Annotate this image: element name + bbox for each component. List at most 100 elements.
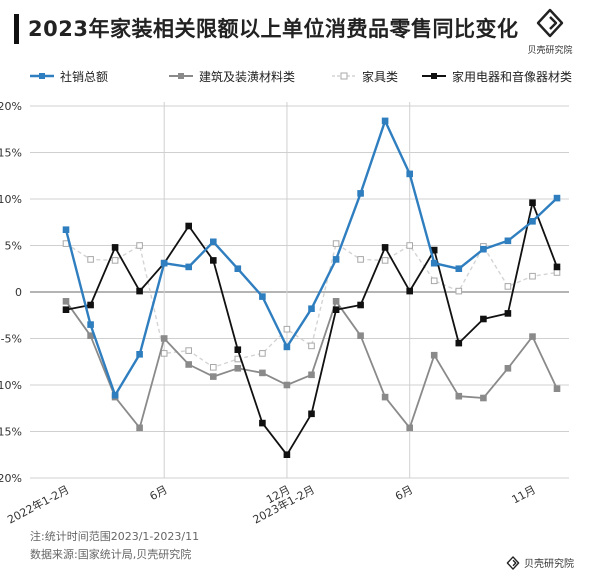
data-point-0-14: [406, 170, 413, 178]
data-point-3-17: [480, 315, 487, 323]
data-point-3-3: [136, 287, 143, 295]
y-tick-label-8: -20%: [0, 472, 22, 485]
data-point-1-18: [504, 365, 512, 372]
data-point-3-12: [357, 301, 364, 309]
data-point-3-18: [504, 310, 512, 317]
data-point-0-6: [210, 238, 217, 246]
data-point-2-6: [210, 364, 217, 371]
data-point-0-9: [283, 343, 291, 351]
data-point-2-10: [308, 342, 315, 350]
legend-swatch-1: [169, 73, 193, 79]
y-tick-label-3: 5%: [5, 240, 22, 253]
legend-item-2: 家具类: [332, 66, 398, 86]
data-point-2-18: [504, 283, 512, 290]
data-point-3-10: [308, 410, 315, 418]
data-point-1-4: [160, 335, 168, 342]
y-tick-label-6: -10%: [0, 379, 22, 392]
legend-label-3: 家用电器和音像器材类: [452, 69, 573, 84]
data-point-1-9: [283, 381, 291, 389]
data-point-0-4: [160, 259, 168, 267]
data-point-0-18: [504, 237, 512, 245]
data-point-1-7: [234, 365, 242, 372]
data-point-1-0: [62, 298, 70, 305]
data-point-0-11: [332, 256, 340, 263]
data-point-2-8: [259, 350, 266, 357]
shell-logo-small-icon: [506, 555, 520, 570]
legend-label-0: 社销总额: [60, 69, 109, 84]
data-point-0-2: [111, 391, 119, 399]
data-point-1-8: [259, 369, 266, 377]
data-point-1-6: [210, 373, 217, 380]
data-point-2-3: [136, 242, 143, 249]
series-0: [62, 117, 561, 399]
data-point-2-4: [160, 350, 168, 357]
data-point-3-7: [234, 346, 242, 353]
legend-swatch-0: [30, 73, 54, 79]
x-tick-label-5: 11月: [510, 483, 538, 506]
data-point-3-8: [259, 419, 266, 427]
x-tick-label-1: 6月: [148, 483, 170, 503]
data-point-2-13: [381, 257, 389, 264]
data-point-0-16: [455, 265, 463, 272]
data-point-1-19: [529, 333, 536, 340]
data-point-2-11: [332, 240, 340, 247]
data-point-2-12: [357, 256, 364, 263]
data-point-2-9: [283, 325, 291, 333]
note-source: 数据来源:国家统计局,贝壳研究院: [30, 548, 192, 561]
data-point-1-11: [332, 298, 340, 305]
data-point-1-10: [308, 371, 315, 379]
x-tick-label-4: 6月: [393, 483, 415, 503]
y-tick-label-7: -15%: [0, 426, 22, 439]
data-point-1-3: [136, 424, 143, 432]
x-tick-label-0: 2022年1-2月: [5, 482, 72, 526]
data-point-1-16: [455, 392, 463, 400]
data-point-3-19: [529, 199, 536, 206]
data-point-3-13: [381, 244, 389, 251]
data-point-0-7: [234, 265, 242, 272]
data-point-0-0: [62, 226, 70, 233]
note-scope: 注:统计时间范围2023/1-2023/11: [30, 530, 200, 543]
data-point-3-14: [406, 287, 413, 295]
brand-logo-text: 贝壳研究院: [527, 46, 573, 56]
data-point-1-17: [480, 394, 487, 402]
data-point-3-9: [283, 451, 291, 458]
data-point-3-0: [62, 306, 70, 313]
data-point-0-15: [430, 259, 438, 267]
y-tick-label-4: 0: [15, 286, 22, 299]
data-point-1-15: [430, 351, 438, 359]
data-point-0-17: [480, 245, 487, 253]
data-point-0-12: [357, 190, 364, 197]
data-point-2-20: [553, 269, 561, 276]
data-point-3-5: [185, 222, 192, 230]
data-point-3-16: [455, 339, 463, 347]
data-point-3-1: [87, 301, 94, 309]
data-point-2-14: [406, 242, 413, 249]
brand-logo-bottom-text: 贝壳研究院: [524, 559, 574, 570]
data-point-1-13: [381, 393, 389, 401]
data-point-1-14: [406, 424, 413, 432]
legend-item-1: 建筑及装潢材料类: [169, 66, 295, 86]
data-point-0-3: [136, 351, 143, 358]
title-accent-bar: [14, 14, 19, 44]
brand-logo-bottom: 贝壳研究院: [506, 555, 574, 570]
data-point-0-20: [553, 194, 561, 202]
data-point-3-20: [553, 263, 561, 271]
data-point-0-13: [381, 117, 389, 125]
y-tick-label-2: 10%: [0, 193, 22, 206]
data-point-3-6: [210, 257, 217, 264]
chart-legend: 社销总额 建筑及装潢材料类 家具类 家用电器和音像器材类: [14, 66, 594, 86]
legend-label-2: 家具类: [362, 69, 399, 84]
shell-logo-icon: [536, 8, 564, 38]
y-tick-label-0: 20%: [0, 100, 22, 113]
data-point-0-8: [259, 293, 266, 300]
series-3: [62, 199, 561, 458]
legend-item-0: 社销总额: [30, 66, 108, 86]
chart-title: 2023年家装相关限额以上单位消费品零售同比变化: [28, 17, 519, 41]
data-point-1-20: [553, 385, 561, 392]
y-tick-label-5: -5%: [1, 333, 22, 346]
data-point-1-12: [357, 332, 364, 339]
data-point-0-10: [308, 305, 315, 312]
data-point-3-2: [111, 244, 119, 251]
data-point-0-1: [87, 321, 94, 328]
